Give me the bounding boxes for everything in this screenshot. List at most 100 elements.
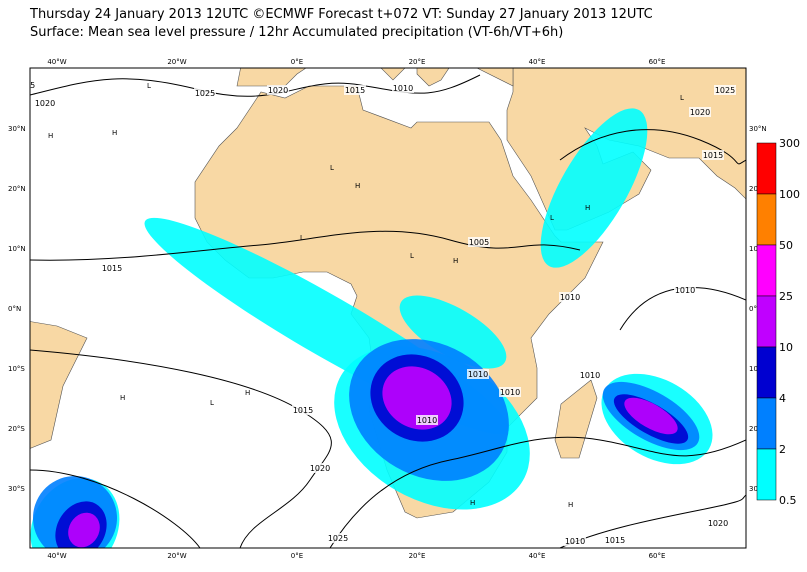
legend-swatch [756,142,777,195]
legend-label: 2 [779,443,786,456]
legend-swatch [756,193,777,246]
pressure-centre: H [120,394,125,402]
isobar-label-bg [309,463,331,473]
precipitation-area [68,512,100,548]
pressure-centre: H [470,499,475,507]
isobar-label-bg [292,405,314,415]
precipitation-area [399,295,507,369]
isobar-label: 1020 [268,86,288,95]
isobar-label: 1015 [293,406,313,415]
pressure-centre: H [48,132,53,140]
legend-label: 25 [779,290,793,303]
land [236,68,307,87]
isobar-label-bg [674,285,696,295]
isobar-label-bg [34,98,56,108]
lat-label-left: 20°N [8,185,26,193]
pressure-centre: H [245,389,250,397]
pressure-centre: H [585,204,590,212]
legend-label: 10 [779,341,793,354]
legend-swatch [756,448,777,501]
lon-label-top: 40°W [47,58,66,66]
title-line-1: Thursday 24 January 2013 12UTC ©ECMWF Fo… [29,7,653,22]
isobar-label: 1025 [195,89,215,98]
pressure-centre: H [355,182,360,190]
lat-label-left: 0°N [8,305,21,313]
isobar-label: 1015 [345,86,365,95]
isobar-label: 1015 [605,536,625,545]
isobar-label-bg [604,535,626,545]
isobar-label: 1025 [328,534,348,543]
isobar [559,494,746,548]
lat-label-right: 30 [749,485,758,493]
lon-label-bottom: 60°E [649,552,666,560]
isobar-label-bg [327,533,349,543]
land [380,68,406,81]
pressure-centre: H [112,129,117,137]
lat-label-right: 10 [749,245,758,253]
lon-label-top: 40°E [529,58,546,66]
lat-label-left: 30°N [8,125,26,133]
legend-swatch [756,295,777,348]
isobar-label-bg [416,415,438,425]
isobar-label-bg [564,536,586,546]
isobar-label: 1025 [715,86,735,95]
pressure-centre: L [330,164,334,172]
isobar-label: 1010 [468,370,488,379]
legend-label: 300 [779,137,800,150]
isobar-label: 1005 [469,238,489,247]
isobar-label: 1020 [708,519,728,528]
lon-label-bottom: 20°W [167,552,186,560]
pressure-centre: L [410,252,414,260]
isobar-label: 1010 [565,537,585,546]
isobar-label-bg [468,237,490,247]
legend-label: 50 [779,239,793,252]
pressure-centre: H [568,501,573,509]
legend-label: 4 [779,392,786,405]
land [416,68,514,87]
isobar-label-bg [194,88,216,98]
isobar-label-bg [714,85,736,95]
lon-label-bottom: 40°E [529,552,546,560]
isobar-label: 1010 [393,84,413,93]
map-border [29,67,747,549]
legend-swatch [756,346,777,399]
lat-label-right: 20 [749,185,758,193]
lon-label-top: 60°E [649,58,666,66]
isobar-label: 1010 [560,293,580,302]
isobar [30,230,581,261]
lon-label-top: 0°E [291,58,303,66]
pressure-centre: L [210,399,214,407]
lon-label-top: 20°E [409,58,426,66]
isobar-label: 1020 [310,464,330,473]
isobar-label-bg [267,85,289,95]
lat-label-right: 10 [749,365,758,373]
legend-swatch [756,244,777,297]
pressure-centre: H [453,257,458,265]
isobar-label-bg [559,292,581,302]
lat-label-right: 20 [749,425,758,433]
isobar-label: 1020 [690,108,710,117]
pressure-centre: L [680,94,684,102]
pressure-centre: L [300,234,304,242]
legend-label: 100 [779,188,800,201]
lat-label-left: 10°N [8,245,26,253]
legend-swatch [756,397,777,450]
lat-label-left: 30°S [8,485,25,493]
precipitation-area [382,366,452,430]
lon-label-bottom: 0°E [291,552,303,560]
precipitation-area [540,108,648,268]
isobar-label-bg [579,370,601,380]
isobar-label-bg [707,518,729,528]
isobar-label-bg [499,387,521,397]
lon-label-bottom: 20°E [409,552,426,560]
isobar [30,469,201,548]
isobar-label-bg [392,83,414,93]
lat-label-left: 20°S [8,425,25,433]
isobar-label-bg [101,263,123,273]
lon-label-top: 20°W [167,58,186,66]
pressure-centre: L [550,214,554,222]
lat-label-left: 10°S [8,365,25,373]
lat-label-right: 30°N [749,125,767,133]
legend-label: 0.5 [779,494,797,507]
